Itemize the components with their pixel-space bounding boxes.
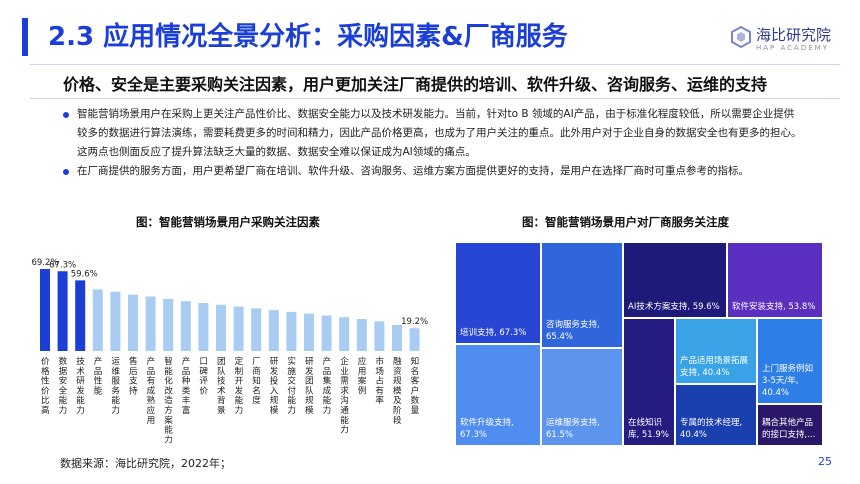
category-label: 知名客户数量 xyxy=(411,355,420,416)
category-label: 应用案例 xyxy=(358,355,367,396)
bar xyxy=(304,313,314,351)
bar xyxy=(198,303,209,351)
treemap-cell-label: AI技术方案支持, 59.6% xyxy=(628,302,720,312)
bar xyxy=(57,271,68,351)
bar-value-label: 19.2% xyxy=(401,317,428,327)
bar xyxy=(392,324,402,351)
page-number: 25 xyxy=(818,455,832,468)
treemap-cell: 耦合其他产品的接口支持,... xyxy=(757,404,823,446)
bullet-dot-icon xyxy=(63,169,69,175)
bar xyxy=(163,298,174,351)
bullet-list: 智能营销场景用户在采购上更关注产品性价比、数据安全能力以及技术研发能力。当前，针… xyxy=(63,105,803,181)
treemap-cell: 咨询服务支持, 65.4% xyxy=(541,242,623,348)
bar xyxy=(286,311,297,351)
category-label: 实施交付能力 xyxy=(287,355,296,416)
logo-subtitle: HAP ACADEMY xyxy=(756,44,829,52)
bar xyxy=(409,328,420,351)
treemap-cell: 运维服务支持, 61.5% xyxy=(541,348,623,446)
bullet-text: 在厂商提供的服务方面，用户更希望厂商在培训、软件升级、咨询服务、运维方案方面提供… xyxy=(77,165,749,177)
bar-chart: 69.2% 价格性价比高 67.3% 数据安全能力 59.6% 技术研发能力产品性能运维服… xyxy=(31,258,428,445)
bullet-item: 在厂商提供的服务方面，用户更希望厂商在培训、软件升级、咨询服务、运维方案方面提供… xyxy=(63,162,803,181)
treemap-cell: 软件升级支持, 67.3% xyxy=(455,344,541,446)
bar-chart-title: 图：智能营销场景用户采购关注因素 xyxy=(136,215,320,229)
category-label: 智能化改造方案能力 xyxy=(164,355,173,445)
bar xyxy=(92,289,103,351)
bar-value-label: 59.6% xyxy=(71,269,98,279)
treemap-cell-label: 咨询服务支持, 65.4% xyxy=(546,320,600,342)
section-subtitle: 价格、安全是主要采购关注因素，用户更加关注厂商提供的培训、软件升级、咨询服务、运… xyxy=(63,75,768,94)
bar xyxy=(268,310,279,351)
treemap-cell: 软件安装支持, 53.8% xyxy=(727,242,823,318)
bar xyxy=(216,304,226,351)
category-label: 口碑评价 xyxy=(199,357,208,396)
category-label: 产品性能 xyxy=(94,355,103,396)
divider xyxy=(30,98,840,99)
treemap-cell-label: 产品适用场景拓展支持, 40.4% xyxy=(680,356,749,378)
category-label: 定制开发能力 xyxy=(235,355,244,416)
category-label: 数据安全能力 xyxy=(59,355,68,416)
category-label: 价格性价比高 xyxy=(41,357,50,416)
divider xyxy=(30,64,840,65)
bar-value-label: 69.2% xyxy=(31,258,58,268)
treemap-chart: 培训支持, 67.3% 软件升级支持, 67.3% 咨询服务支持, 65.4% 运维服… xyxy=(455,242,823,446)
bar xyxy=(374,321,385,351)
bar xyxy=(40,269,50,351)
treemap-cell-label: 专属的技术经理, 40.4% xyxy=(680,418,743,440)
logo-hexagon-icon xyxy=(731,26,751,48)
page-title: 2.3 应用情况全景分析：采购因素&厂商服务 xyxy=(48,22,568,52)
data-source: 数据来源：海比研究院，2022年； xyxy=(60,457,231,470)
treemap-cell: 培训支持, 67.3% xyxy=(455,242,541,344)
treemap-cell-label: 上门服务例如3-5天/年, 40.4% xyxy=(762,364,814,398)
bar xyxy=(251,308,262,351)
bullet-item: 智能营销场景用户在采购上更关注产品性价比、数据安全能力以及技术研发能力。当前，针… xyxy=(63,105,803,162)
category-label: 技术研发能力 xyxy=(76,355,85,416)
logo-name: 海比研究院 xyxy=(756,26,832,44)
category-label: 运维服务能力 xyxy=(111,356,120,416)
bullet-text: 智能营销场景用户在采购上更关注产品性价比、数据安全能力以及技术研发能力。当前，针… xyxy=(77,108,802,158)
category-label: 产品种类丰富 xyxy=(182,355,191,416)
treemap-cell-label: 软件安装支持, 53.8% xyxy=(732,302,816,312)
bullet-dot-icon xyxy=(63,112,69,118)
bar xyxy=(128,294,138,351)
bar xyxy=(233,306,244,351)
category-label: 产品集成能力 xyxy=(323,355,332,416)
category-label: 融资规模及阶段 xyxy=(393,356,402,426)
title-accent-bar xyxy=(22,18,28,56)
treemap-cell: 在线知识库, 51.9% xyxy=(623,318,675,446)
logo: 海比研究院 HAP ACADEMY xyxy=(730,22,840,62)
treemap-chart-title: 图：智能营销场景用户对厂商服务关注度 xyxy=(522,215,729,229)
category-label: 厂商知名度 xyxy=(252,356,261,406)
category-label: 研发投入规模 xyxy=(270,356,279,416)
bar xyxy=(75,280,86,351)
treemap-cell: AI技术方案支持, 59.6% xyxy=(623,242,727,318)
bar xyxy=(356,319,367,351)
treemap-cell-label: 运维服务支持, 61.5% xyxy=(546,418,600,440)
bar xyxy=(339,317,350,351)
treemap-cell-label: 耦合其他产品的接口支持,... xyxy=(762,418,816,440)
treemap-cell-label: 软件升级支持, 67.3% xyxy=(460,418,514,440)
bar xyxy=(321,315,332,351)
category-label: 市场占有率 xyxy=(375,355,384,406)
bar xyxy=(145,296,156,351)
treemap-cell: 专属的技术经理, 40.4% xyxy=(675,384,757,446)
treemap-cell: 产品适用场景拓展支持, 40.4% xyxy=(675,318,757,384)
category-label: 研发团队规模 xyxy=(305,356,314,416)
bar-value-label: 67.3% xyxy=(49,260,76,270)
category-label: 售后支持 xyxy=(129,355,138,396)
treemap-cell: 上门服务例如3-5天/年, 40.4% xyxy=(757,318,823,404)
category-label: 团队技术背景 xyxy=(217,356,226,416)
treemap-cell-label: 培训支持, 67.3% xyxy=(460,328,527,338)
treemap-cell-label: 在线知识库, 51.9% xyxy=(628,418,669,440)
bar xyxy=(180,301,191,351)
category-label: 企业需求沟通能力 xyxy=(340,355,349,436)
category-label: 产品有成熟应用 xyxy=(147,355,156,426)
bar xyxy=(110,291,121,351)
